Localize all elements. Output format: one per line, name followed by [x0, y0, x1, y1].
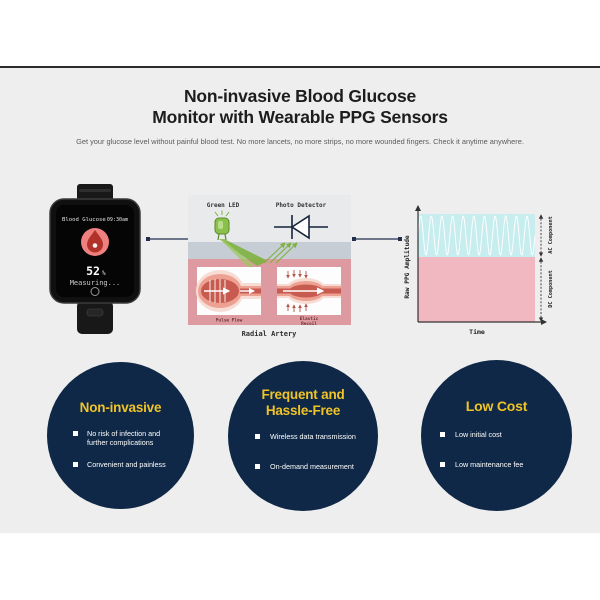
- benefit-circle-non-invasive: Non-invasive No risk of infection and fu…: [47, 362, 194, 509]
- ppg-sensor-diagram: Green LED Photo Detector: [188, 195, 351, 338]
- benefit-title: Low Cost: [465, 398, 528, 414]
- list-item: Low initial cost: [440, 430, 562, 439]
- led-light-beam: [219, 239, 268, 267]
- square-bullet-icon: [255, 434, 260, 439]
- sensor-skin-layer: [188, 242, 351, 259]
- x-axis-label: Time: [469, 328, 485, 336]
- blood-drop-icon: [81, 228, 109, 256]
- watch-measure-unit: %: [102, 270, 106, 277]
- y-axis-label: Raw PPG Amplitude: [403, 235, 411, 299]
- ppg-signal-chart: AC Component DC Component Raw PPG Amplit…: [403, 205, 554, 336]
- benefit-bullet-list: No risk of infection and further complic…: [73, 429, 177, 469]
- page-title-line1: Non-invasive Blood Glucose: [183, 86, 417, 106]
- list-item: No risk of infection and further complic…: [73, 429, 177, 447]
- list-item: Wireless data transmission: [255, 432, 373, 441]
- dc-component-label: DC Component: [548, 270, 554, 307]
- list-item: Convenient and painless: [73, 460, 177, 469]
- watch-strap-bottom: [77, 301, 113, 334]
- list-item: Low maintenance fee: [440, 460, 562, 469]
- photo-detector-label: Photo Detector: [276, 202, 327, 209]
- square-bullet-icon: [440, 462, 445, 467]
- watch-home-button-icon: [90, 287, 100, 296]
- connector-sensor-to-chart: [352, 237, 402, 241]
- radial-artery-label: Radial Artery: [242, 330, 298, 338]
- watch-measure-value: 52: [86, 264, 100, 278]
- watch-strap-top: [77, 184, 113, 202]
- ac-component-label: AC Component: [548, 216, 554, 253]
- square-bullet-icon: [73, 462, 78, 467]
- list-item: On-demand measurement: [255, 462, 373, 471]
- page-title: Non-invasive Blood Glucose Monitor with …: [0, 86, 600, 128]
- pulse-flow-label: Pulse Flow: [216, 318, 243, 324]
- benefit-bullet-list: Low initial cost Low maintenance fee: [440, 430, 562, 469]
- square-bullet-icon: [73, 431, 78, 436]
- benefit-bullet-list: Wireless data transmission On-demand mea…: [255, 432, 373, 471]
- benefit-title: Non-invasive: [79, 400, 162, 415]
- watch-status: Measuring...: [70, 279, 121, 287]
- elastic-recoil-label-line2: Recoil: [301, 321, 317, 327]
- dc-band: [418, 257, 535, 322]
- sensor-air-layer: [188, 195, 351, 242]
- smartwatch-illustration: Blood Glucose 09:30am 52 % Measuring...: [49, 184, 141, 334]
- page-title-line2: Monitor with Wearable PPG Sensors: [152, 107, 448, 127]
- benefit-circle-frequent: Frequent and Hassle-Free Wireless data t…: [228, 361, 378, 511]
- page-subtitle: Get your glucose level without painful b…: [76, 137, 524, 146]
- watch-screen-title: Blood Glucose: [62, 217, 106, 223]
- pulse-flow-inset: [196, 267, 261, 315]
- elastic-recoil-inset: [277, 267, 341, 315]
- square-bullet-icon: [440, 432, 445, 437]
- benefit-circle-low-cost: Low Cost Low initial cost Low maintenanc…: [421, 360, 572, 511]
- green-led-icon: [214, 210, 230, 241]
- photodiode-icon: [274, 214, 328, 240]
- reflected-light-rays: [263, 242, 298, 264]
- ppg-waveform: [417, 215, 536, 256]
- green-led-label: Green LED: [207, 202, 240, 209]
- connector-watch-to-sensor: [146, 237, 192, 241]
- benefit-title: Frequent and Hassle-Free: [261, 387, 345, 418]
- elastic-recoil-label-line1: Elastic: [300, 316, 319, 322]
- watch-time: 09:30am: [107, 217, 128, 223]
- square-bullet-icon: [255, 464, 260, 469]
